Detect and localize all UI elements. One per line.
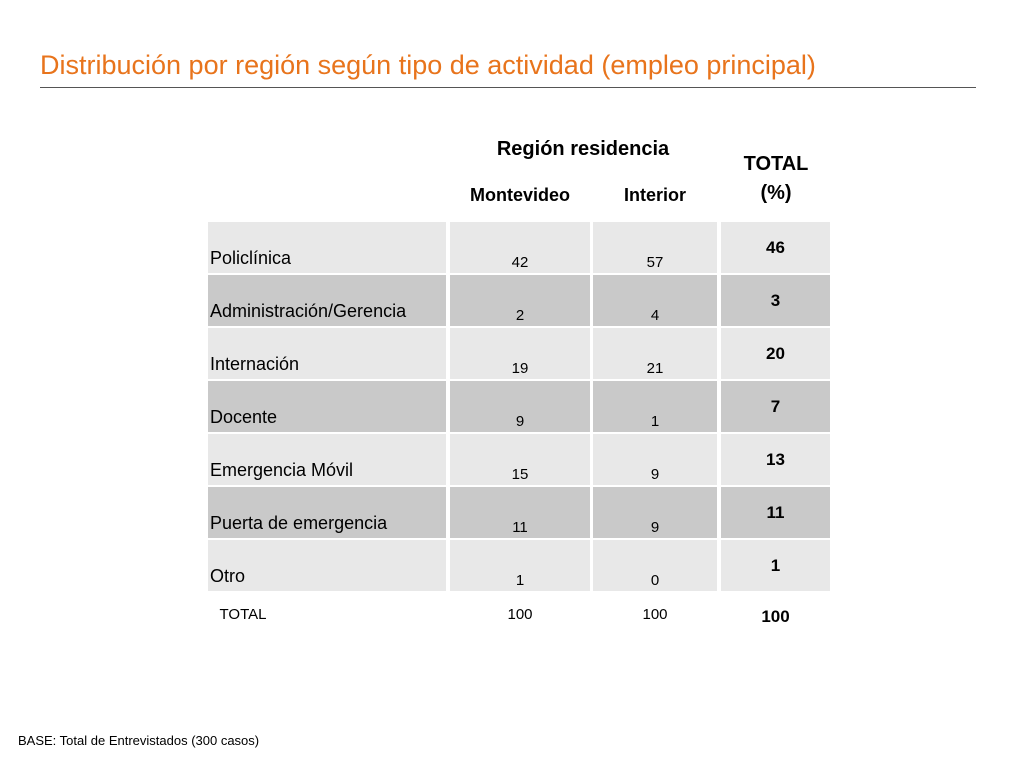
montevideo-cell: 42 bbox=[450, 222, 590, 273]
row-label: Internación bbox=[210, 354, 300, 374]
montevideo-value: 19 bbox=[511, 360, 529, 377]
total-cell: 11 bbox=[721, 487, 830, 538]
montevideo-value: 42 bbox=[511, 254, 529, 271]
montevideo-cell: 15 bbox=[450, 434, 590, 485]
total-value: 13 bbox=[766, 450, 785, 469]
interior-cell: 9 bbox=[593, 434, 717, 485]
row-label: Administración/Gerencia bbox=[210, 301, 407, 321]
interior-value: 9 bbox=[650, 519, 660, 536]
row-label: Otro bbox=[210, 566, 246, 586]
total-value: 46 bbox=[766, 238, 785, 257]
montevideo-value: 2 bbox=[515, 307, 525, 324]
total-value: 1 bbox=[770, 556, 781, 575]
total-cell: 3 bbox=[721, 275, 830, 326]
interior-value: 9 bbox=[650, 466, 660, 483]
montevideo-value: 1 bbox=[515, 572, 525, 589]
region-header: Región residencia bbox=[496, 138, 670, 160]
total-cell: 46 bbox=[721, 222, 830, 273]
row-label-cell: Docente bbox=[208, 381, 446, 432]
interior-value: 0 bbox=[650, 572, 660, 589]
montevideo-cell: 11 bbox=[450, 487, 590, 538]
interior-cell: 9 bbox=[593, 487, 717, 538]
row-label-cell: Otro bbox=[208, 540, 446, 591]
row-label-cell: Policlínica bbox=[208, 222, 446, 273]
total-value: 11 bbox=[766, 503, 785, 522]
total-header: TOTAL (%) bbox=[722, 150, 830, 208]
row-label: Policlínica bbox=[210, 248, 292, 268]
interior-cell: 0 bbox=[593, 540, 717, 591]
row-label: Puerta de emergencia bbox=[210, 513, 388, 533]
interior-value: 21 bbox=[646, 360, 664, 377]
row-label-cell: Puerta de emergencia bbox=[208, 487, 446, 538]
page-title: Distribución por región según tipo de ac… bbox=[40, 50, 816, 80]
total-row-montevideo: 100 bbox=[507, 606, 533, 623]
total-value: 20 bbox=[766, 344, 785, 363]
title-divider bbox=[40, 87, 976, 88]
row-label: Emergencia Móvil bbox=[210, 460, 354, 480]
montevideo-cell: 9 bbox=[450, 381, 590, 432]
montevideo-value: 9 bbox=[515, 413, 525, 430]
interior-cell: 1 bbox=[593, 381, 717, 432]
total-cell: 1 bbox=[721, 540, 830, 591]
total-value: 7 bbox=[770, 397, 781, 416]
total-cell: 13 bbox=[721, 434, 830, 485]
interior-header: Interior bbox=[623, 185, 686, 205]
interior-value: 4 bbox=[650, 307, 660, 324]
montevideo-value: 15 bbox=[511, 466, 529, 483]
row-label-cell: Emergencia Móvil bbox=[208, 434, 446, 485]
interior-value: 1 bbox=[650, 413, 660, 430]
total-header-line2: (%) bbox=[760, 182, 792, 204]
total-cell: 20 bbox=[721, 328, 830, 379]
row-label-cell: Internación bbox=[208, 328, 446, 379]
total-row-interior: 100 bbox=[642, 606, 668, 623]
total-row-label: TOTAL bbox=[219, 606, 267, 623]
montevideo-cell: 1 bbox=[450, 540, 590, 591]
row-label: Docente bbox=[210, 407, 278, 427]
interior-cell: 57 bbox=[593, 222, 717, 273]
montevideo-value: 11 bbox=[512, 519, 528, 536]
total-value: 3 bbox=[770, 291, 781, 310]
interior-value: 57 bbox=[646, 254, 664, 271]
footnote: BASE: Total de Entrevistados (300 casos) bbox=[18, 733, 260, 748]
montevideo-cell: 19 bbox=[450, 328, 590, 379]
montevideo-cell: 2 bbox=[450, 275, 590, 326]
total-header-line1: TOTAL bbox=[743, 153, 809, 175]
interior-cell: 21 bbox=[593, 328, 717, 379]
interior-cell: 4 bbox=[593, 275, 717, 326]
montevideo-header: Montevideo bbox=[469, 185, 570, 205]
total-row-total: 100 bbox=[761, 607, 790, 626]
row-label-cell: Administración/Gerencia bbox=[208, 275, 446, 326]
total-cell: 7 bbox=[721, 381, 830, 432]
